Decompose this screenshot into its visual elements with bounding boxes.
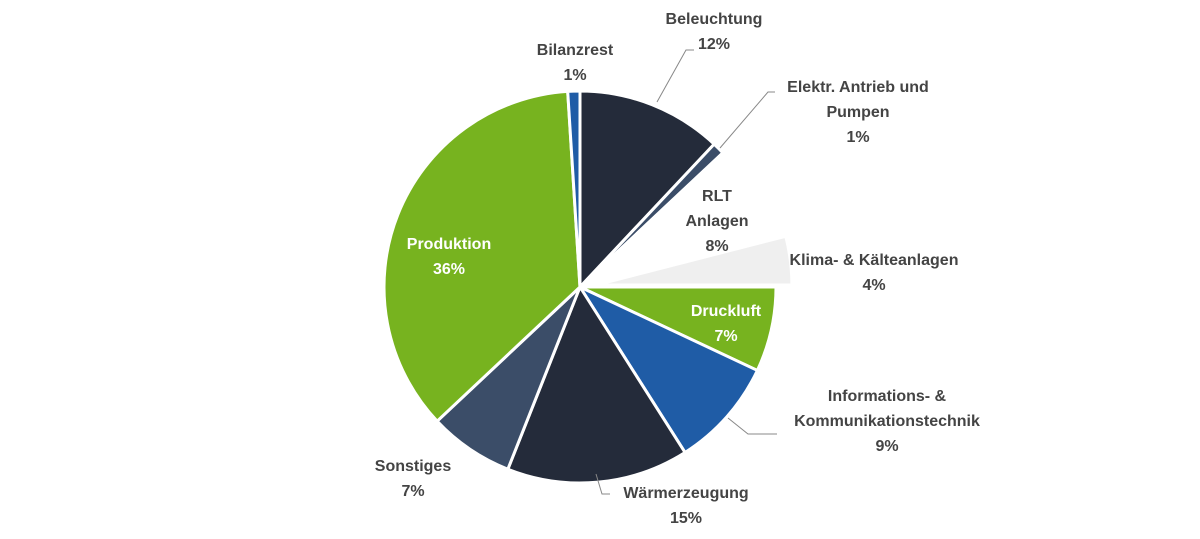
label-name-informations-kommunikationstechnik-1: Informations- & (828, 388, 947, 405)
label-pct-elektr-antrieb-und-pumpen: 1% (846, 129, 869, 146)
slice-klima-k-lteanlagen (594, 234, 794, 287)
label-beleuchtung: Beleuchtung 12% (666, 11, 763, 53)
label-name-druckluft: Druckluft (691, 303, 762, 320)
label-pct-w-rmerzeugung: 15% (670, 510, 702, 527)
label-pct-beleuchtung: 12% (698, 36, 730, 53)
label-w-rmerzeugung: Wärmerzeugung 15% (623, 485, 748, 527)
leader-line-w-rmerzeugung (595, 473, 610, 495)
label-name-sonstiges: Sonstiges (375, 458, 452, 475)
slice-bilanzrest (566, 89, 582, 289)
slice-produktion (382, 89, 582, 423)
label-pct-klima-k-lteanlagen: 4% (862, 277, 885, 294)
slice-informations-kommunikationstechnik (578, 285, 759, 454)
label-sonstiges: Sonstiges 7% (375, 458, 452, 500)
label-name-produktion: Produktion (407, 236, 491, 253)
label-pct-bilanzrest: 1% (563, 67, 586, 84)
leader-lines (595, 49, 777, 495)
pie-slices (382, 89, 794, 485)
label-klima-k-lteanlagen: Klima- & Kälteanlagen 4% (790, 252, 959, 294)
label-name-bilanzrest: Bilanzrest (537, 42, 614, 59)
label-name-informations-kommunikationstechnik-2: Kommunikationstechnik (794, 413, 980, 430)
label-name-elektr-antrieb-und-pumpen-1: Elektr. Antrieb und (787, 79, 929, 96)
label-name-rlt-anlagen-2: Anlagen (685, 213, 748, 230)
label-pct-sonstiges: 7% (401, 483, 424, 500)
label-name-rlt-anlagen-1: RLT (702, 188, 732, 205)
label-name-klima-k-lteanlagen: Klima- & Kälteanlagen (790, 252, 959, 269)
label-name-beleuchtung: Beleuchtung (666, 11, 763, 28)
label-informations-kommunikationstechnik: Informations- & Kommunikationstechnik 9% (794, 388, 980, 455)
label-bilanzrest: Bilanzrest 1% (537, 42, 614, 84)
label-elektr-antrieb-und-pumpen: Elektr. Antrieb und Pumpen 1% (787, 79, 929, 146)
label-rlt-anlagen: RLT Anlagen 8% (685, 188, 748, 255)
slice-rlt-anlagen (578, 151, 772, 289)
label-druckluft: Druckluft 7% (691, 303, 762, 345)
label-produktion: Produktion 36% (407, 236, 491, 278)
leader-line-beleuchtung (656, 49, 694, 103)
slice-labels: Beleuchtung 12% Elektr. Antrieb und Pumpen 1… (375, 11, 980, 527)
label-pct-produktion: 36% (433, 261, 465, 278)
leader-line-elektr-antrieb-und-pumpen (719, 91, 775, 149)
slice-beleuchtung (578, 89, 716, 289)
label-pct-druckluft: 7% (714, 328, 737, 345)
label-pct-rlt-anlagen: 8% (705, 238, 728, 255)
label-name-w-rmerzeugung: Wärmerzeugung (623, 485, 748, 502)
label-pct-informations-kommunikationstechnik: 9% (875, 438, 898, 455)
leader-line-informations-kommunikationstechnik (727, 417, 777, 435)
label-name-elektr-antrieb-und-pumpen-2: Pumpen (826, 104, 889, 121)
